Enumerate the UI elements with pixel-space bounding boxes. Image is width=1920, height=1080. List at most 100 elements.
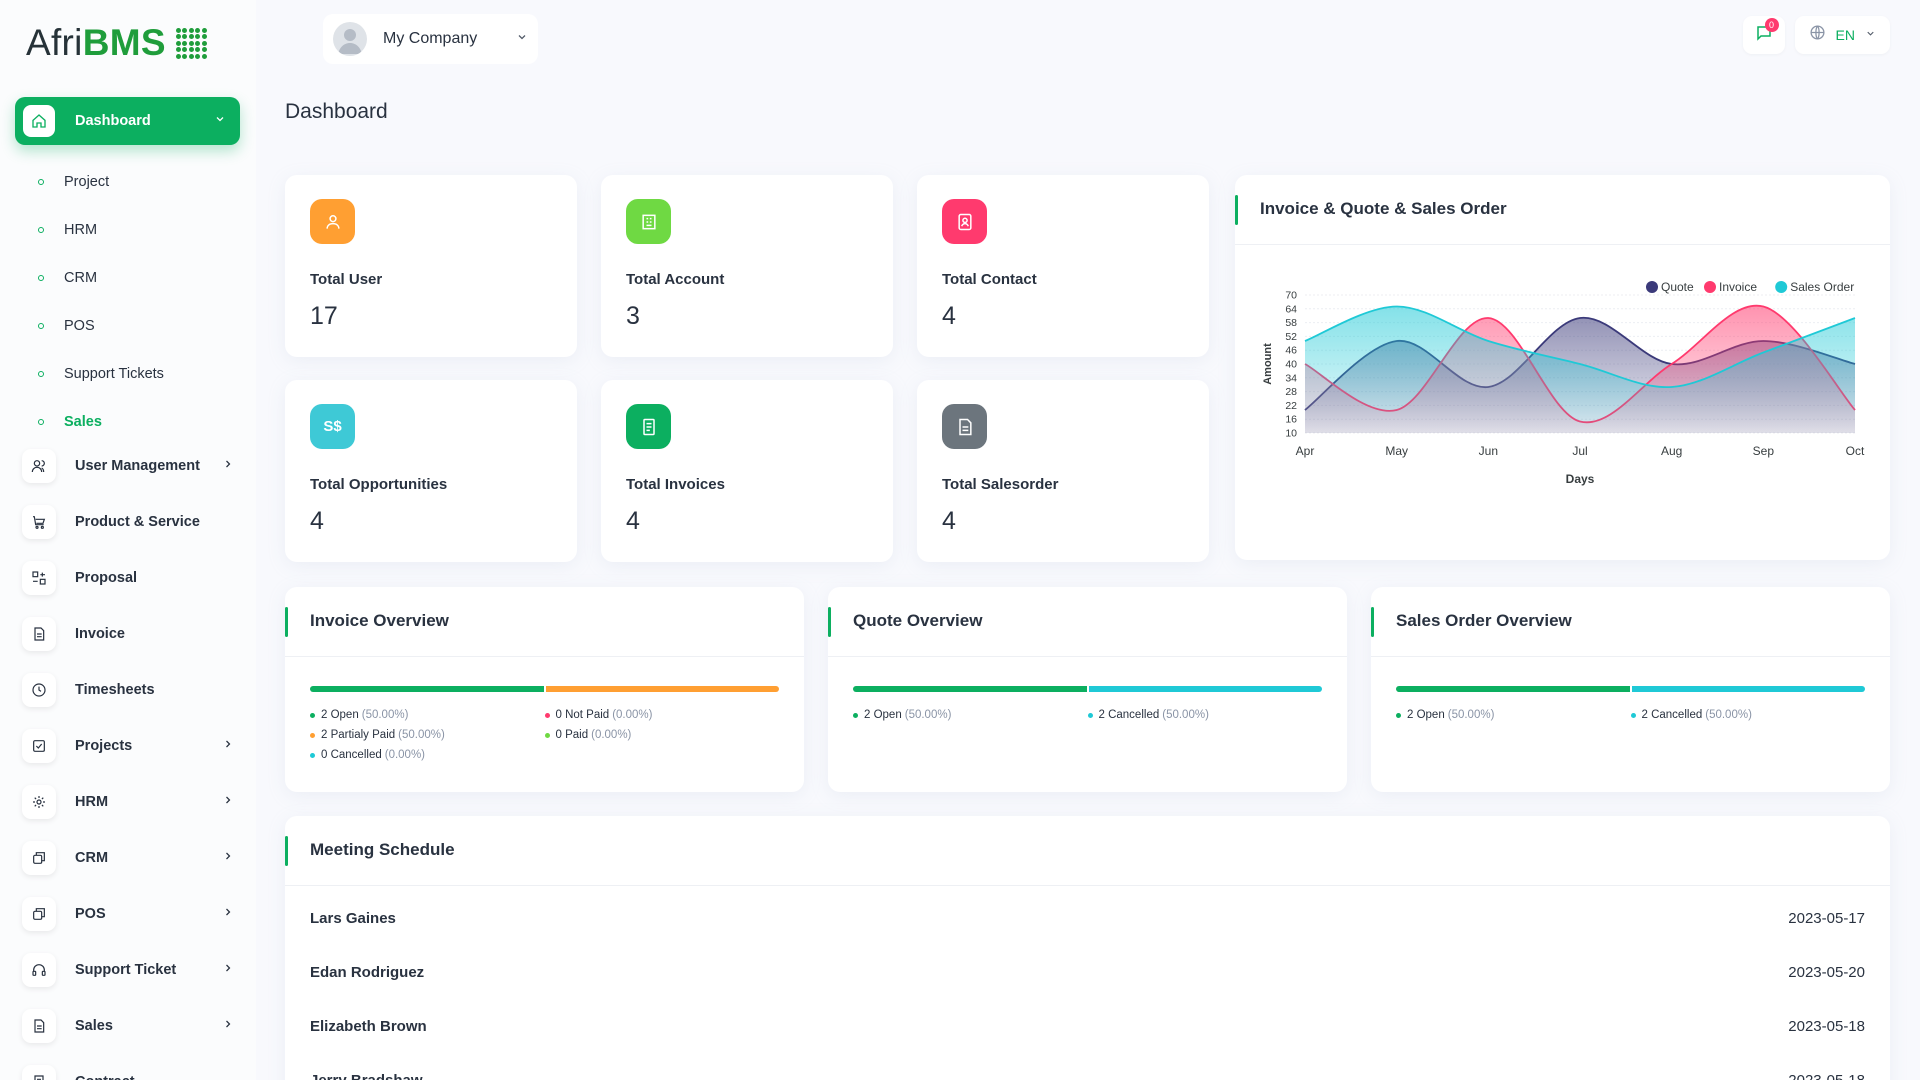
- sidebar-item-hrm[interactable]: HRM: [22, 774, 240, 830]
- overview-card-header: Sales Order Overview: [1371, 587, 1890, 657]
- overview-progress-bar: [1396, 686, 1865, 692]
- sidebar-item-contract[interactable]: Contract: [22, 1054, 240, 1080]
- submenu-item-crm[interactable]: CRM: [38, 254, 164, 302]
- company-selector[interactable]: My Company: [323, 14, 538, 64]
- stat-card-total-opportunities: S$ Total Opportunities 4: [285, 380, 577, 562]
- sidebar-item-dashboard[interactable]: Dashboard: [15, 97, 240, 145]
- sidebar-item-label: CRM: [75, 850, 109, 866]
- legend-label-sales-order[interactable]: Sales Order: [1790, 280, 1854, 294]
- legend-dot: [310, 752, 315, 758]
- submenu-item-hrm[interactable]: HRM: [38, 206, 164, 254]
- legend-label: 0 Not Paid: [555, 709, 610, 721]
- legend-label: 2 Open: [1407, 709, 1445, 721]
- y-tick-label: 58: [1285, 317, 1297, 329]
- file-icon: [22, 617, 56, 651]
- bullet-icon: [38, 227, 44, 233]
- sidebar-item-projects[interactable]: Projects: [22, 718, 240, 774]
- submenu-item-project[interactable]: Project: [38, 158, 164, 206]
- legend-item: 2 Open (50.00%): [1396, 709, 1631, 721]
- submenu-item-label: Sales: [64, 414, 102, 430]
- messages-button[interactable]: 0: [1742, 16, 1785, 54]
- x-axis-label: Days: [1566, 472, 1595, 486]
- legend-item: 2 Open (50.00%): [310, 709, 545, 721]
- meeting-name: Lars Gaines: [310, 909, 396, 927]
- meeting-schedule-card: Meeting Schedule Lars Gaines 2023-05-17 Ed…: [285, 816, 1890, 1080]
- sidebar-item-label: User Management: [75, 458, 200, 474]
- overview-legend: 2 Open (50.00%) 2 Cancelled (50.00%): [853, 709, 1322, 721]
- stat-value: 3: [626, 302, 640, 330]
- y-tick-label: 10: [1285, 428, 1297, 440]
- contract-icon: [22, 1065, 56, 1080]
- stat-label: Total Account: [626, 271, 725, 288]
- sidebar-item-label: HRM: [75, 794, 109, 810]
- sidebar-item-invoice[interactable]: Invoice: [22, 606, 240, 662]
- overview-card-quote-overview: Quote Overview 2 Open (50.00%) 2 Cancelled(…: [828, 587, 1347, 792]
- chevron-right-icon: [222, 849, 234, 867]
- submenu-item-sales[interactable]: Sales: [38, 398, 164, 446]
- y-tick-label: 52: [1285, 331, 1297, 343]
- legend-label: 2 Cancelled: [1641, 709, 1703, 721]
- sidebar-item-timesheets[interactable]: Timesheets: [22, 662, 240, 718]
- y-tick-label: 70: [1285, 290, 1297, 302]
- submenu-item-pos[interactable]: POS: [38, 302, 164, 350]
- language-selector[interactable]: EN: [1794, 16, 1890, 54]
- language-label: EN: [1835, 27, 1855, 43]
- legend-marker-invoice[interactable]: [1704, 281, 1716, 293]
- meeting-date: 2023-05-20: [1788, 963, 1865, 981]
- sidebar-item-product-service[interactable]: Product & Service: [22, 494, 240, 550]
- chart-card-header: Invoice & Quote & Sales Order: [1235, 175, 1890, 245]
- submenu-item-support-tickets[interactable]: Support Tickets: [38, 350, 164, 398]
- meeting-row[interactable]: Edan Rodriguez 2023-05-20: [310, 960, 1865, 984]
- legend-percent: (0.00%): [591, 729, 632, 741]
- stat-value: 4: [942, 507, 956, 535]
- headphones-icon: [22, 953, 56, 987]
- logo-dots-icon: [175, 27, 207, 59]
- meeting-row[interactable]: Lars Gaines 2023-05-17: [310, 906, 1865, 930]
- sidebar-item-label: Projects: [75, 738, 133, 754]
- overview-title: Invoice Overview: [310, 611, 449, 630]
- stat-label: Total User: [310, 271, 383, 288]
- sidebar-item-support-ticket[interactable]: Support Ticket: [22, 942, 240, 998]
- sidebar-item-sales[interactable]: Sales: [22, 998, 240, 1054]
- legend-dot: [1396, 712, 1401, 718]
- stat-label: Total Invoices: [626, 476, 725, 493]
- currency-icon: S$: [310, 404, 355, 449]
- legend-label-invoice[interactable]: Invoice: [1719, 280, 1757, 294]
- meeting-date: 2023-05-18: [1788, 1017, 1865, 1035]
- x-tick-label: Oct: [1846, 444, 1865, 458]
- bullet-icon: [38, 371, 44, 377]
- meeting-row[interactable]: Jerry Bradshaw 2023-05-18: [310, 1068, 1865, 1080]
- chevron-down-icon: [1865, 26, 1876, 44]
- progress-segment: [1088, 686, 1322, 692]
- legend-percent: (50.00%): [1705, 709, 1752, 721]
- legend-label: 0 Cancelled: [321, 749, 382, 761]
- logo[interactable]: AfriBMS: [26, 22, 207, 64]
- legend-dot: [1087, 712, 1093, 718]
- sidebar-item-pos[interactable]: POS: [22, 886, 240, 942]
- meeting-title: Meeting Schedule: [310, 840, 455, 859]
- meeting-row[interactable]: Elizabeth Brown 2023-05-18: [310, 1014, 1865, 1038]
- progress-segment: [1396, 686, 1630, 692]
- sidebar-item-proposal[interactable]: Proposal: [22, 550, 240, 606]
- sidebar-item-label: Support Ticket: [75, 962, 177, 978]
- legend-item: 0 Cancelled (0.00%): [310, 749, 545, 761]
- sidebar-item-crm[interactable]: CRM: [22, 830, 240, 886]
- meeting-name: Jerry Bradshaw: [310, 1071, 423, 1080]
- sales-chart-card: Invoice & Quote & Sales Order 10 16 22 28 34…: [1235, 175, 1890, 560]
- legend-percent: (50.00%): [398, 729, 445, 741]
- legend-label: 2 Open: [321, 709, 359, 721]
- legend-label: 2 Open: [864, 709, 902, 721]
- progress-segment: [1631, 686, 1865, 692]
- legend-label-quote[interactable]: Quote: [1661, 280, 1694, 294]
- y-axis-label: Amount: [1262, 343, 1274, 385]
- sidebar-item-user-management[interactable]: User Management: [22, 438, 240, 494]
- sidebar-item-label: Invoice: [75, 626, 125, 642]
- sidebar-item-label: Product & Service: [75, 514, 200, 530]
- overview-card-header: Quote Overview: [828, 587, 1347, 657]
- legend-marker-sales-order[interactable]: [1775, 281, 1788, 293]
- legend-marker-quote[interactable]: [1646, 281, 1658, 293]
- chevron-right-icon: [222, 737, 234, 755]
- home-icon: [23, 105, 55, 137]
- sidebar-item-label: POS: [75, 906, 106, 922]
- overview-legend: 2 Open (50.00%) 2 Cancelled (50.00%): [1396, 709, 1865, 721]
